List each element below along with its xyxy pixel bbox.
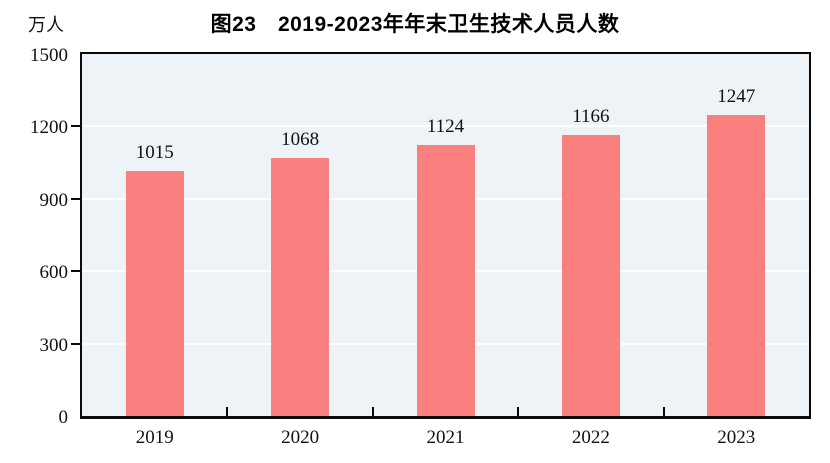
plot-area: 1015 1068 1124 1166 1247 xyxy=(71,52,811,419)
y-axis-tick-label: 0 xyxy=(58,407,69,428)
y-axis-tick-mark xyxy=(71,197,80,200)
x-axis-label-2019: 2019 xyxy=(135,427,174,448)
x-axis-tick-mark xyxy=(226,407,229,416)
y-axis-tick-label: 1500 xyxy=(30,45,68,66)
bar-value-label: 1068 xyxy=(281,129,320,151)
y-axis-unit-label: 万人 xyxy=(28,15,64,35)
y-axis-tick-mark xyxy=(71,125,80,128)
chart-title: 图23 2019-2023年年末卫生技术人员人数 xyxy=(210,13,620,36)
y-axis-tick-label: 1200 xyxy=(30,117,68,139)
bar-value-label: 1166 xyxy=(572,105,610,127)
x-axis-tick-mark xyxy=(371,407,374,416)
x-axis-tick-mark xyxy=(662,407,665,416)
y-axis-tick-label: 900 xyxy=(39,189,69,211)
y-axis-tick-label: 600 xyxy=(39,262,69,284)
bar-value-label: 1124 xyxy=(426,115,465,137)
x-axis-label-2023: 2023 xyxy=(717,427,756,448)
y-axis-tick-mark xyxy=(71,342,80,345)
bar-2023 xyxy=(707,115,766,416)
bar-2021 xyxy=(416,144,475,416)
bar-2019 xyxy=(125,171,184,416)
bar-value-label: 1015 xyxy=(135,142,174,164)
x-axis-label-2022: 2022 xyxy=(571,427,610,448)
bar-value-label: 1247 xyxy=(717,86,756,108)
x-axis-label-2021: 2021 xyxy=(426,427,465,448)
x-axis-tick-mark xyxy=(517,407,520,416)
y-axis-tick-label: 300 xyxy=(39,334,69,356)
gridline xyxy=(82,125,809,128)
bar-2020 xyxy=(271,158,330,416)
x-axis-label-2020: 2020 xyxy=(281,427,320,448)
bar-2022 xyxy=(561,134,620,416)
y-axis-tick-mark xyxy=(71,270,80,273)
